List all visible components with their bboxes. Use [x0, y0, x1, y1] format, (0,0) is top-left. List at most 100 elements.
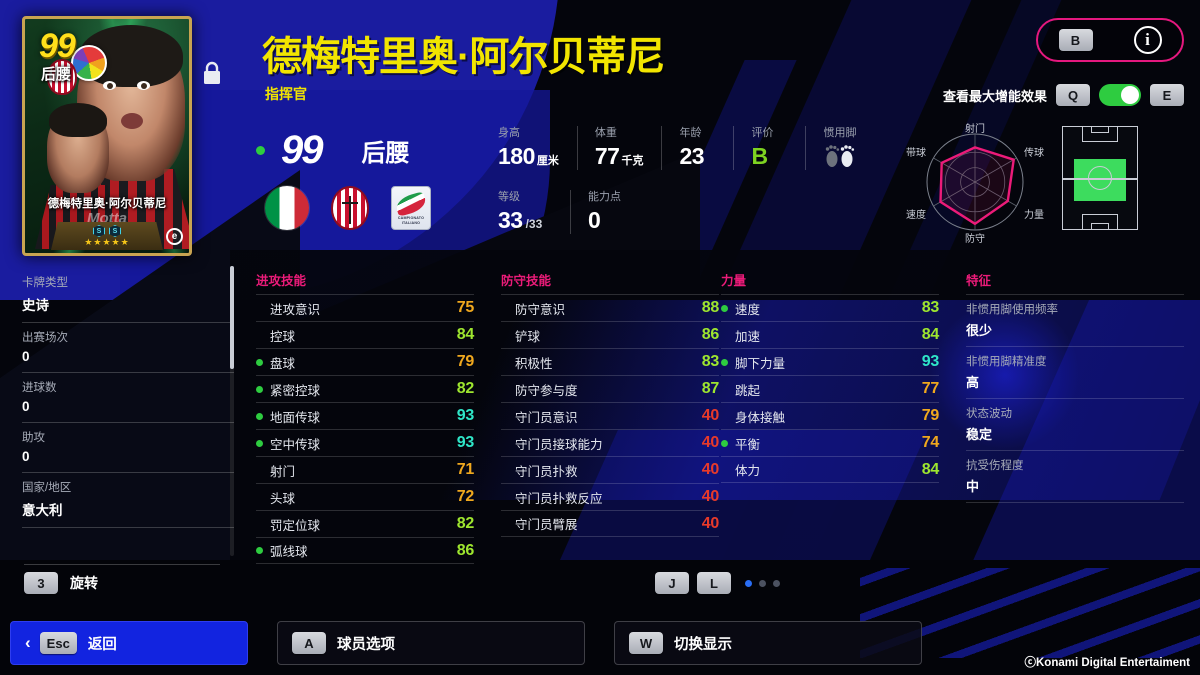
trait-key: 状态波动	[966, 408, 1012, 420]
scrollbar-thumb[interactable]	[230, 266, 234, 369]
stat-row: 防守意识 88	[501, 294, 719, 321]
stat-row: 脚下力量 93	[721, 348, 939, 375]
key-b[interactable]: B	[1058, 29, 1093, 51]
player-card[interactable]: 99 后腰 德梅特里奥·阿尔贝蒂尼 Motta S S ★★★★★ e	[22, 16, 192, 256]
key-e[interactable]: E	[1150, 84, 1184, 106]
max-boost-toggle-row[interactable]: 查看最大增能效果 Q E	[943, 84, 1184, 106]
vital-value: B	[751, 143, 768, 169]
stat-row: 弧线球 86	[256, 537, 474, 564]
stat-value: 86	[701, 326, 720, 343]
vital-value: 33	[498, 207, 523, 233]
player-options-button[interactable]: A 球员选项	[277, 621, 585, 665]
card-stars: ★★★★★	[84, 237, 130, 247]
key-w[interactable]: W	[629, 632, 663, 654]
column-title: 防守技能	[501, 274, 552, 288]
switch-display-label: 切换显示	[674, 636, 732, 653]
info-control-group[interactable]: B i	[1036, 18, 1184, 62]
player-position: 后腰	[361, 140, 410, 167]
chevron-left-icon: ‹	[25, 633, 31, 652]
key-esc[interactable]: Esc	[39, 632, 77, 654]
stat-name: 盘球	[270, 356, 296, 371]
key-q[interactable]: Q	[1056, 84, 1090, 106]
stat-highlight-dot	[256, 439, 270, 447]
player-subtitle: 指挥官	[265, 86, 307, 102]
vital-label: 等级	[498, 191, 520, 203]
stat-value: 79	[456, 353, 475, 370]
key-l-next-page[interactable]: L	[697, 572, 731, 594]
card-rating: 99	[39, 27, 76, 65]
key-a[interactable]: A	[292, 632, 326, 654]
radar-label-passing: 传球	[1024, 148, 1044, 159]
stat-value: 71	[456, 461, 475, 478]
stat-name: 身体接触	[735, 410, 786, 425]
vital-label: 能力点	[588, 191, 621, 203]
stat-value: 40	[701, 488, 720, 505]
radar-label-dribble: 带球	[906, 148, 926, 159]
info-icon[interactable]: i	[1133, 26, 1162, 54]
league-badge-text: CAMPIONATO ITALIANO	[397, 216, 425, 225]
stat-row: 空中传球 93	[256, 429, 474, 456]
info-key: 卡牌类型	[22, 277, 68, 289]
rotate-hint[interactable]: 3 旋转	[24, 564, 220, 594]
stat-row: 跳起 77	[721, 375, 939, 402]
column-title: 力量	[721, 274, 747, 288]
stat-row: 防守参与度 87	[501, 375, 719, 402]
info-value: 0	[22, 449, 30, 464]
stat-name: 脚下力量	[735, 356, 786, 371]
trait-item: 抗受伤程度中	[966, 450, 1184, 503]
ac-milan-crest-icon	[331, 186, 369, 230]
stat-highlight-dot	[256, 547, 270, 554]
card-player-name: 德梅特里奥·阿尔贝蒂尼	[47, 198, 167, 210]
stat-highlight-dot	[721, 439, 735, 447]
info-item: 进球数 0	[22, 373, 234, 423]
info-value: 0	[22, 399, 30, 414]
boost-toggle[interactable]	[1099, 84, 1141, 106]
key-j-prev-page[interactable]: J	[655, 572, 689, 594]
vital-label: 年龄	[679, 127, 702, 139]
vital-label: 身高	[498, 127, 520, 139]
stat-row: 体力 84	[721, 456, 939, 483]
stat-name: 进攻意识	[270, 302, 321, 317]
page-dot[interactable]	[759, 579, 766, 587]
stat-name: 铲球	[515, 329, 541, 344]
stat-name: 守门员扑救反应	[515, 491, 603, 506]
stat-highlight-dot	[256, 385, 270, 393]
vital-weight: 体重 77 千克	[576, 124, 662, 170]
stat-name: 头球	[270, 491, 296, 506]
key-3[interactable]: 3	[24, 572, 58, 594]
stat-name: 守门员臂展	[515, 518, 578, 532]
stat-name: 紧密控球	[270, 383, 321, 398]
vital-label: 体重	[594, 127, 617, 139]
stat-value: 93	[921, 353, 940, 370]
stat-column-power: 力量 速度 83 加速 84 脚下力量 93 跳起 77 身体接触 79 平衡 74 体力 84	[721, 270, 939, 483]
stat-name: 防守意识	[515, 302, 566, 317]
radar-label-shooting: 射门	[965, 124, 985, 135]
stat-name: 体力	[735, 464, 761, 478]
sidebar-scrollbar[interactable]	[230, 266, 234, 556]
back-button[interactable]: ‹ Esc 返回	[10, 621, 248, 665]
stat-value: 40	[701, 407, 720, 424]
info-item: 出赛场次 0	[22, 323, 234, 373]
stat-name: 守门员扑救	[515, 464, 578, 479]
page-dot[interactable]	[773, 579, 780, 587]
info-key: 进球数	[22, 382, 57, 394]
info-value: 史诗	[22, 298, 49, 313]
stat-row: 盘球 79	[256, 348, 474, 375]
trait-item: 状态波动 稳定	[966, 398, 1184, 450]
trait-value: 稳定	[966, 427, 993, 442]
stat-value: 40	[701, 461, 720, 478]
page-dot[interactable]	[745, 579, 752, 587]
stat-row: 加速 84	[721, 321, 939, 348]
stat-value: 79	[921, 407, 940, 424]
page-title: 德梅特里奥·阿尔贝蒂尼	[262, 35, 665, 79]
stat-value: 84	[921, 460, 940, 478]
vital-height: 身高 180 厘米	[498, 124, 577, 170]
vital-skill-points: 能力点 0	[570, 188, 642, 234]
switch-display-button[interactable]: W 切换显示	[614, 621, 922, 665]
efootball-logo-icon: e	[166, 228, 183, 245]
page-navigation[interactable]: J L	[655, 572, 780, 594]
stat-value: 75	[456, 299, 475, 316]
stat-value: 93	[456, 434, 475, 451]
vital-label: 惯用脚	[823, 127, 857, 139]
vital-level: 等级 33/33	[498, 188, 570, 234]
